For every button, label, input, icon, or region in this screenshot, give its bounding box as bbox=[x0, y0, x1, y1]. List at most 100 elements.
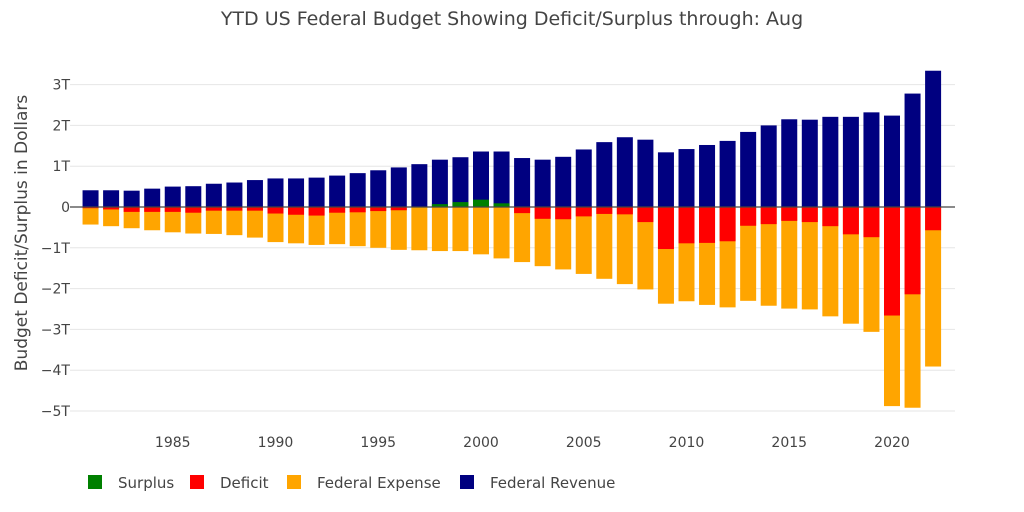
deficit-bar bbox=[884, 207, 900, 316]
federal-expense-bar bbox=[493, 207, 510, 259]
federal-expense-bar bbox=[801, 207, 818, 310]
federal-revenue-bar bbox=[267, 178, 284, 207]
deficit-bar bbox=[822, 207, 839, 227]
federal-expense-bar bbox=[349, 207, 366, 247]
federal-revenue-bar bbox=[925, 70, 942, 207]
federal-expense-bar bbox=[185, 207, 202, 234]
federal-expense-bar bbox=[534, 207, 551, 267]
federal-expense-bar bbox=[514, 207, 531, 263]
deficit-bar bbox=[781, 207, 798, 221]
federal-expense-bar bbox=[863, 207, 880, 332]
deficit-bar bbox=[226, 207, 243, 211]
deficit-bar bbox=[514, 207, 531, 214]
federal-revenue-bar bbox=[514, 158, 531, 207]
legend-label-deficit: Deficit bbox=[220, 474, 269, 492]
federal-revenue-bar bbox=[493, 151, 510, 207]
deficit-bar bbox=[555, 207, 572, 220]
deficit-bar bbox=[82, 207, 99, 209]
federal-expense-bar bbox=[740, 207, 757, 301]
federal-revenue-bar bbox=[205, 183, 222, 207]
federal-expense-bar bbox=[452, 207, 469, 252]
deficit-bar bbox=[103, 207, 120, 210]
federal-expense-bar bbox=[637, 207, 654, 290]
legend-label-surplus: Surplus bbox=[118, 474, 174, 492]
y-tick-label: −3T bbox=[41, 322, 71, 338]
y-tick-label: 2T bbox=[53, 118, 71, 134]
federal-revenue-bar bbox=[822, 116, 839, 207]
federal-revenue-bar bbox=[637, 139, 654, 207]
deficit-bar bbox=[863, 207, 880, 238]
deficit-bar bbox=[164, 207, 181, 212]
x-tick-label: 2015 bbox=[771, 435, 807, 451]
gridlines bbox=[70, 84, 955, 412]
federal-revenue-bar bbox=[760, 125, 777, 207]
federal-revenue-bar bbox=[185, 186, 202, 207]
federal-revenue-bar bbox=[657, 152, 674, 207]
federal-expense-bar bbox=[575, 207, 592, 274]
federal-revenue-bar bbox=[534, 159, 551, 207]
deficit-bar bbox=[575, 207, 592, 217]
deficit-bar bbox=[267, 207, 284, 214]
bars bbox=[82, 70, 942, 408]
deficit-bar bbox=[144, 207, 161, 212]
deficit-bar bbox=[678, 207, 695, 244]
deficit-bar bbox=[801, 207, 818, 223]
federal-expense-bar bbox=[596, 207, 613, 279]
deficit-bar bbox=[616, 207, 633, 215]
deficit-bar bbox=[123, 207, 140, 212]
federal-expense-bar bbox=[431, 207, 448, 252]
federal-expense-bar bbox=[103, 207, 120, 227]
chart-title: YTD US Federal Budget Showing Deficit/Su… bbox=[220, 8, 803, 30]
federal-expense-bar bbox=[288, 207, 305, 244]
deficit-bar bbox=[719, 207, 736, 242]
federal-revenue-bar bbox=[288, 178, 305, 207]
federal-expense-bar bbox=[267, 207, 284, 243]
federal-revenue-bar bbox=[884, 115, 900, 207]
deficit-bar bbox=[349, 207, 366, 213]
y-tick-label: −5T bbox=[41, 404, 71, 420]
x-tick-label: 1990 bbox=[258, 435, 294, 451]
federal-revenue-bar bbox=[349, 173, 366, 207]
federal-expense-bar bbox=[390, 207, 407, 250]
deficit-bar bbox=[596, 207, 613, 214]
deficit-bar bbox=[760, 207, 777, 225]
legend-swatch-deficit bbox=[190, 475, 204, 489]
federal-expense-bar bbox=[411, 207, 428, 251]
federal-revenue-bar bbox=[226, 182, 243, 207]
legend-swatch-surplus bbox=[88, 475, 102, 489]
y-tick-label: −2T bbox=[41, 282, 71, 298]
deficit-bar bbox=[185, 207, 202, 213]
deficit-bar bbox=[534, 207, 551, 219]
deficit-bar bbox=[329, 207, 346, 213]
y-tick-labels: 3T 2T 1T 0 −1T −2T −3T −4T −5T bbox=[41, 78, 71, 420]
federal-revenue-bar bbox=[246, 180, 263, 207]
y-tick-label: −1T bbox=[41, 241, 71, 257]
federal-revenue-bar bbox=[370, 170, 387, 207]
federal-revenue-bar bbox=[863, 112, 880, 207]
federal-revenue-bar bbox=[452, 157, 469, 207]
federal-revenue-bar bbox=[411, 164, 428, 207]
federal-expense-bar bbox=[144, 207, 161, 231]
federal-expense-bar bbox=[246, 207, 263, 238]
surplus-bar bbox=[473, 199, 489, 207]
legend-label-federal-expense: Federal Expense bbox=[317, 474, 441, 492]
federal-revenue-bar bbox=[473, 151, 489, 207]
surplus-bar bbox=[452, 202, 469, 207]
federal-revenue-bar bbox=[801, 119, 818, 207]
federal-revenue-bar bbox=[390, 167, 407, 207]
federal-expense-bar bbox=[123, 207, 140, 229]
federal-revenue-bar bbox=[164, 186, 181, 207]
federal-revenue-bar bbox=[842, 116, 859, 207]
federal-revenue-bar bbox=[329, 175, 346, 207]
y-tick-label: 1T bbox=[53, 159, 71, 175]
federal-expense-bar bbox=[473, 207, 489, 255]
federal-expense-bar bbox=[308, 207, 325, 245]
federal-expense-bar bbox=[82, 207, 99, 225]
federal-expense-bar bbox=[164, 207, 181, 233]
federal-revenue-bar bbox=[555, 156, 572, 207]
deficit-bar bbox=[842, 207, 859, 235]
federal-revenue-bar bbox=[144, 188, 161, 207]
federal-revenue-bar bbox=[575, 149, 592, 207]
federal-expense-bar bbox=[555, 207, 572, 270]
